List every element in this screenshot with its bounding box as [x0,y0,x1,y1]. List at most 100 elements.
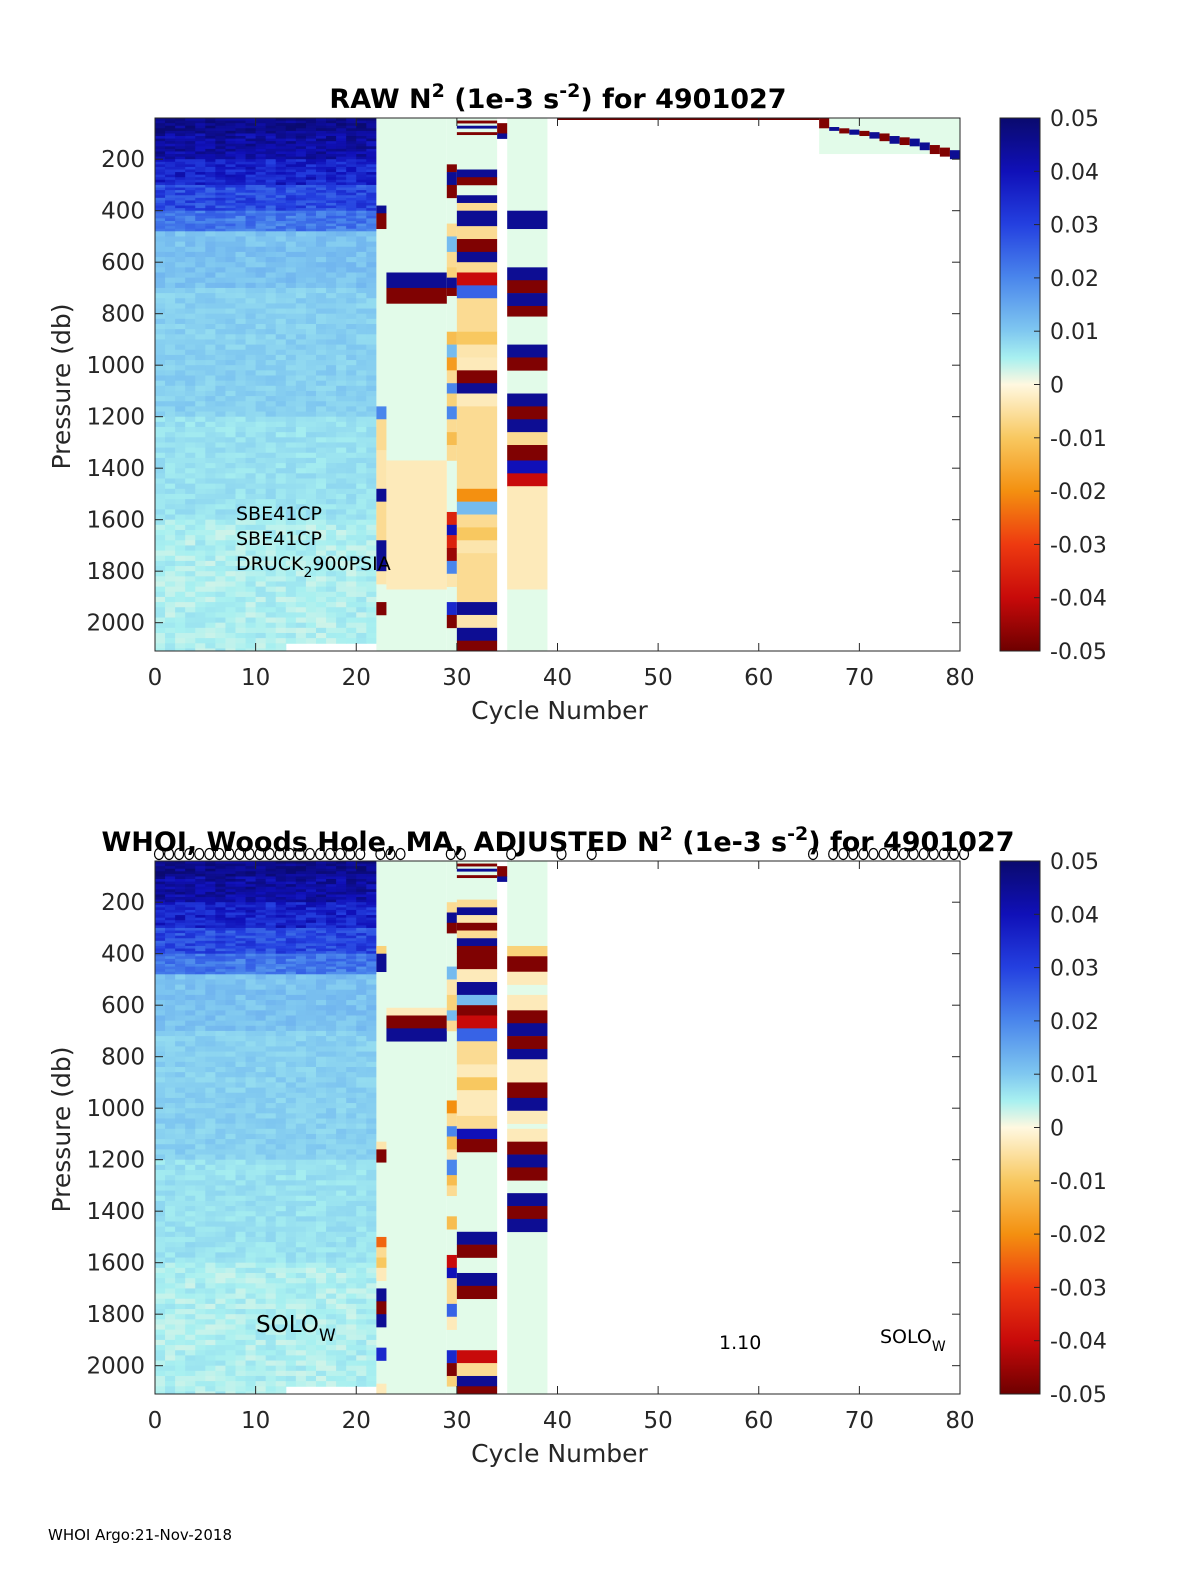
heatmap-cell [255,886,267,890]
heatmap-cell [165,213,176,217]
heatmap-cell [285,1061,297,1068]
heatmap-cell [275,863,287,867]
heatmap-cell [295,159,307,163]
heatmap-cell [175,1010,186,1016]
heatmap-cell [245,437,257,443]
heatmap-cell [305,1097,317,1104]
heatmap-cell [275,385,287,392]
heatmap-cell [215,632,226,639]
heatmap-cell [215,1077,226,1083]
heatmap-cell [215,349,226,356]
heatmap-cell [155,228,166,232]
heatmap-cell [336,128,347,132]
heatmap-cell [265,1092,277,1099]
heatmap-cell [255,576,267,582]
heatmap-cell [205,375,216,382]
heatmap-cell [326,293,337,299]
heatmap-cell [316,519,327,526]
heatmap-cell [265,1303,277,1310]
heatmap-cell [215,156,226,160]
heatmap-cell [225,566,236,572]
heatmap-cell [316,421,327,428]
heatmap-cell [155,1092,166,1099]
heatmap-cell [316,148,327,152]
heatmap-cell [336,318,347,325]
heatmap-cell [235,1216,247,1222]
heatmap-cell [185,596,196,603]
heatmap-cell [165,889,176,893]
heatmap-cell [316,190,327,194]
heatmap-cell [305,884,317,888]
heatmap-cell [285,262,297,268]
heatmap-cell [275,215,287,219]
heatmap-cell [316,879,327,883]
heatmap-cell [155,953,166,957]
heatmap-cell [275,1051,287,1058]
heatmap-panel-2: 0 10 20 30 40 50 60 70 8020040060080010001200140… [47,823,1107,1468]
heatmap-cell [235,493,247,500]
heatmap-cell [275,524,287,531]
heatmap-cell [285,894,297,898]
heatmap-cell [235,1036,247,1042]
heatmap-cell [255,1278,267,1284]
heatmap-cell [215,208,226,212]
heatmap-cell [356,120,367,124]
heatmap-cell [285,452,297,459]
heatmap-cell [205,889,216,893]
heatmap-cell [215,236,226,243]
heatmap-cell [305,246,317,253]
heatmap-cell [346,622,357,629]
heatmap-cell [265,866,277,870]
heatmap-cell [255,154,267,158]
heatmap-cell [155,1293,166,1300]
heatmap-cell [285,938,297,942]
heatmap-cell [205,293,216,299]
heatmap-cell [205,961,216,965]
heatmap-cell [255,935,267,939]
heatmap-cell [245,940,257,944]
heatmap-cell [215,876,226,880]
heatmap-cell [366,452,377,459]
heatmap-cell [235,648,247,651]
heatmap-cell [456,553,498,603]
heatmap-cell [215,218,226,222]
heatmap-cell [497,133,508,139]
colorbar [999,117,1041,652]
heatmap-cell [235,930,247,934]
heatmap-cell [175,457,186,464]
heatmap-cell [255,303,267,310]
heatmap-cell [215,1345,226,1351]
heatmap-cell [205,1066,216,1073]
heatmap-cell [225,963,236,968]
heatmap-cell [175,1077,186,1083]
heatmap-cell [215,1154,226,1161]
heatmap-cell [165,648,176,651]
heatmap-cell [155,231,166,237]
heatmap-cell [165,861,176,865]
heatmap-cell [326,251,337,258]
heatmap-cell [265,1128,277,1135]
heatmap-cell [185,151,196,155]
heatmap-cell [185,1036,196,1042]
heatmap-cell [295,956,307,960]
heatmap-cell [235,917,247,921]
heatmap-cell [225,1262,236,1269]
heatmap-cell [185,169,196,173]
heatmap-cell [456,169,498,178]
heatmap-cell [366,172,377,176]
colorbar-tick-label: -0.02 [1050,480,1107,505]
heatmap-cell [346,172,357,176]
heatmap-cell [295,879,307,883]
heatmap-cell [245,907,257,911]
heatmap-cell [215,1314,226,1320]
heatmap-cell [155,1164,166,1171]
heatmap-cell [255,920,267,924]
heatmap-cell [316,411,327,418]
heatmap-cell [225,385,236,392]
heatmap-cell [155,1381,166,1387]
heatmap-cell [195,607,206,613]
heatmap-cell [155,1272,166,1279]
heatmap-cell [305,241,317,248]
heatmap-cell [155,963,166,968]
heatmap-cell [175,1370,186,1377]
